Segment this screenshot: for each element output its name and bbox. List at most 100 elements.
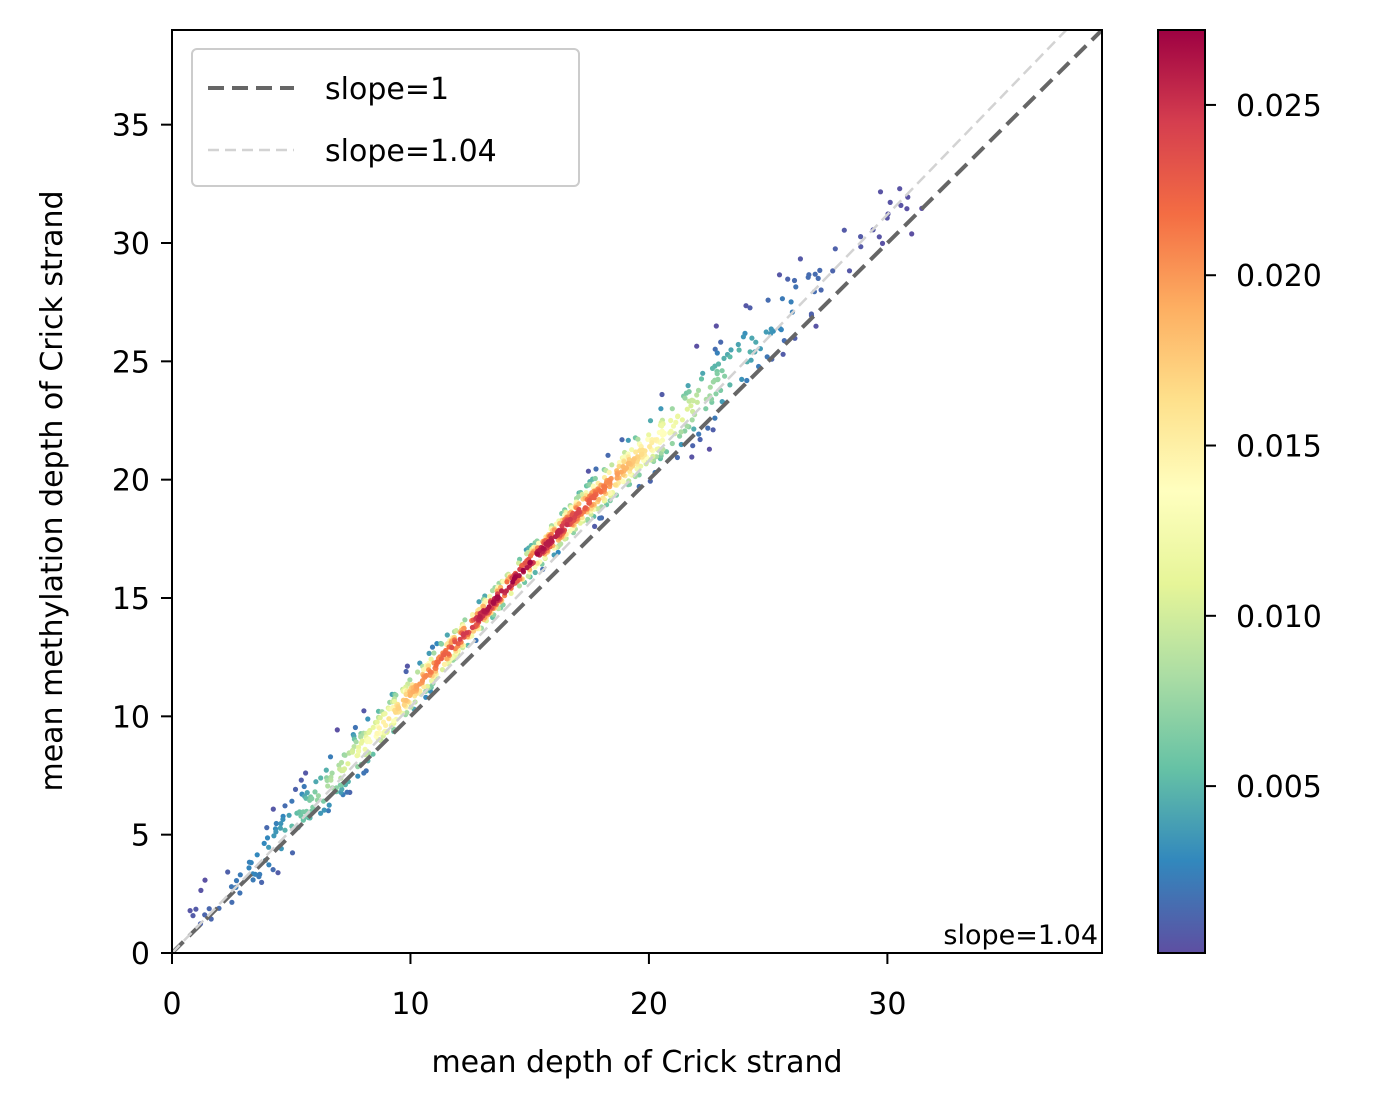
scatter-point	[396, 705, 402, 711]
y-tick-label: 25	[112, 345, 150, 380]
scatter-point	[361, 708, 367, 714]
scatter-point	[352, 724, 358, 731]
scatter-point	[367, 739, 373, 745]
legend-label-slope-1-04: slope=1.04	[325, 134, 497, 169]
scatter-point	[534, 560, 540, 566]
scatter-point	[749, 335, 755, 341]
scatter-point	[286, 812, 292, 818]
scatter-point	[812, 271, 818, 277]
scatter-point	[355, 773, 361, 779]
scatter-point	[233, 878, 240, 884]
colorbar-fill	[1158, 30, 1205, 953]
scatter-point	[877, 189, 884, 195]
scatter-point	[403, 697, 409, 704]
scatter-point	[727, 382, 733, 388]
scatter-point	[323, 767, 329, 773]
y-axis-ticks: 0 5 10 15 20 25 30 35	[112, 109, 172, 972]
scatter-point	[504, 579, 510, 585]
scatter-point	[727, 354, 733, 360]
scatter-point	[909, 231, 915, 237]
scatter-point	[449, 644, 455, 651]
scatter-point	[743, 303, 749, 309]
scatter-point	[403, 691, 409, 698]
scatter-point	[540, 545, 546, 551]
scatter-point	[555, 549, 561, 555]
scatter-point	[647, 444, 653, 450]
scatter-point	[689, 454, 695, 460]
scatter-point	[714, 371, 720, 377]
scatter-point	[694, 399, 700, 405]
scatter-point	[318, 775, 324, 781]
scatter-point	[635, 436, 641, 442]
scatter-point	[358, 734, 364, 740]
scatter-point	[401, 702, 407, 708]
scatter-point	[202, 877, 208, 883]
slope-annotation: slope=1.04	[943, 920, 1098, 951]
scatter-point	[674, 454, 681, 461]
scatter-point	[876, 234, 882, 240]
scatter-point	[470, 613, 476, 619]
colorbar-tick-label: 0.015	[1236, 430, 1322, 465]
scatter-point	[697, 436, 703, 443]
scatter-point	[616, 463, 622, 469]
scatter-point	[303, 770, 309, 776]
scatter-point	[453, 628, 459, 634]
scatter-point	[559, 523, 565, 529]
scatter-point	[713, 323, 719, 329]
scatter-point	[576, 501, 582, 507]
scatter-point	[345, 761, 351, 767]
scatter-point	[198, 887, 204, 894]
scatter-point	[438, 641, 445, 647]
scatter-point	[271, 833, 277, 839]
scatter-point	[289, 850, 296, 856]
scatter-point	[477, 614, 483, 620]
scatter-point	[187, 908, 193, 914]
scatter-point	[349, 749, 355, 755]
scatter-point	[386, 716, 392, 722]
scatter-point	[190, 913, 196, 919]
scatter-point	[614, 471, 621, 477]
scatter-point	[486, 604, 492, 610]
y-tick-label: 15	[112, 582, 150, 617]
scatter-point	[434, 641, 440, 647]
scatter-point	[625, 460, 631, 466]
scatter-point	[764, 354, 770, 360]
scatter-point	[684, 423, 690, 429]
scatter-point	[344, 789, 350, 795]
scatter-point	[606, 469, 612, 475]
colorbar-tick-label: 0.005	[1236, 770, 1322, 805]
scatter-point	[257, 871, 263, 878]
scatter-point	[607, 479, 613, 485]
scatter-point	[321, 807, 327, 813]
scatter-point	[791, 277, 798, 284]
scatter-point	[647, 418, 654, 424]
scatter-point	[830, 268, 836, 274]
y-tick-label: 30	[112, 227, 150, 262]
scatter-point	[698, 376, 705, 382]
scatter-point	[619, 437, 625, 443]
scatter-point	[338, 759, 345, 766]
scatter-point	[339, 786, 345, 792]
scatter-point	[815, 275, 821, 281]
scatter-point	[193, 906, 199, 912]
scatter-point	[597, 488, 603, 494]
y-axis-label: mean methylation depth of Crick strand	[35, 190, 70, 791]
scatter-point	[659, 391, 665, 398]
scatter-point	[250, 877, 256, 883]
scatter-point	[452, 639, 458, 645]
scatter-point	[270, 806, 276, 812]
scatter-point	[404, 710, 410, 716]
scatter-point	[246, 865, 252, 871]
scatter-point	[818, 287, 824, 293]
scatter-point	[326, 802, 332, 808]
scatter-point	[797, 256, 804, 262]
scatter-point	[744, 377, 750, 384]
scatter-point	[296, 809, 303, 815]
scatter-point	[904, 206, 910, 212]
scatter-point	[289, 798, 295, 804]
scatter-point	[254, 852, 260, 858]
scatter-point	[649, 440, 655, 446]
scatter-point	[312, 789, 318, 795]
colorbar-frame	[1157, 29, 1206, 954]
